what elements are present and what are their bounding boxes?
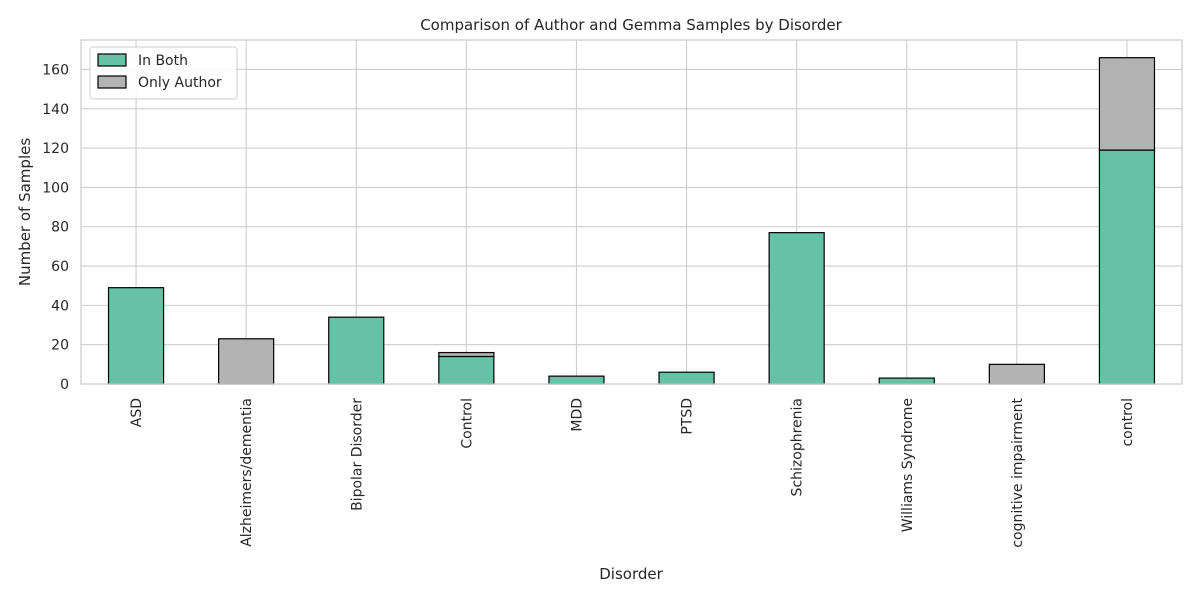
y-tick-label: 20 (51, 338, 69, 354)
x-tick-label: Alzheimers/dementia (239, 398, 255, 547)
bar-in-both (768, 232, 825, 385)
legend-swatch (97, 53, 127, 67)
bars (107, 57, 1156, 385)
bar-only-author (1098, 57, 1156, 151)
legend-label: Only Author (138, 75, 222, 91)
plot-frame (80, 39, 1183, 385)
bar-in-both (438, 355, 495, 385)
bar-in-both (548, 375, 605, 385)
y-tick-label: 100 (42, 180, 69, 196)
bar-in-both (1098, 149, 1156, 385)
x-tick-labels: ASD Alzheimers/dementia Bipolar Disorder Co… (129, 398, 1136, 548)
bar-only-author (438, 351, 495, 358)
bar-in-both (658, 371, 715, 385)
y-tick-label: 80 (51, 220, 69, 236)
x-tick-label: ASD (129, 398, 145, 427)
x-tick-label: control (1120, 398, 1136, 447)
y-tick-labels: 0 20 40 60 80 100 120 140 160 (42, 62, 69, 393)
bar-in-both (107, 287, 165, 385)
x-tick-label: Control (459, 398, 475, 449)
y-tick-label: 120 (42, 141, 69, 157)
y-axis-title: Number of Samples (16, 138, 34, 286)
legend: In Both Only Author (89, 46, 238, 100)
y-tick-label: 40 (51, 298, 69, 314)
legend-swatch (97, 75, 127, 89)
chart-title: Comparison of Author and Gemma Samples b… (420, 16, 842, 34)
legend-box (89, 46, 238, 100)
x-axis-title: Disorder (599, 565, 663, 583)
x-tick-label: Williams Syndrome (900, 398, 916, 532)
y-tick-label: 160 (42, 62, 69, 78)
legend-label: In Both (138, 53, 188, 69)
x-tick-label: Bipolar Disorder (349, 398, 365, 511)
bar-only-author (218, 338, 275, 385)
gridlines (81, 40, 1182, 385)
x-tick-label: PTSD (680, 398, 696, 435)
y-tick-label: 140 (42, 102, 69, 118)
bar-only-author (988, 363, 1045, 385)
bar-in-both (328, 316, 385, 385)
y-tick-label: 0 (60, 377, 69, 393)
x-tick-label: cognitive impairment (1010, 398, 1026, 548)
x-tick-label: Schizophrenia (790, 398, 806, 496)
y-tick-label: 60 (51, 259, 69, 275)
x-tick-label: MDD (569, 398, 585, 432)
bar-in-both (878, 377, 935, 385)
